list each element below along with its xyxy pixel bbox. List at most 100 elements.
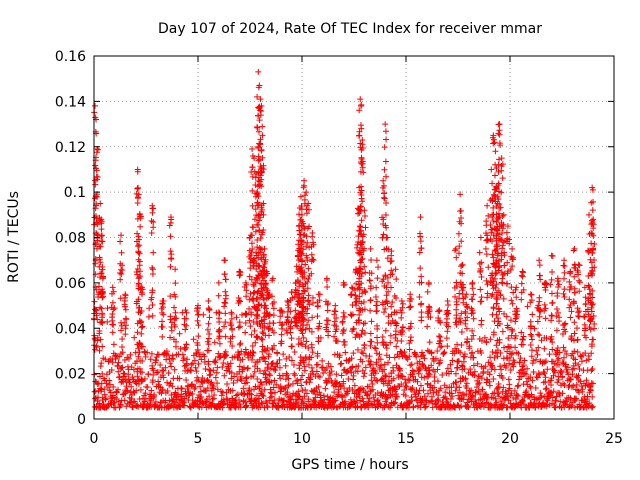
data-point [327,363,334,370]
data-point [444,343,451,350]
data-point [533,374,540,381]
data-point [495,214,502,221]
data-point [548,312,555,319]
data-point [93,215,100,222]
data-point [444,298,451,305]
data-point [165,370,172,377]
data-point [506,360,513,367]
data-point [115,359,122,366]
data-point [490,132,497,139]
data-point [358,280,365,287]
data-point [236,363,243,370]
data-point [405,376,412,383]
data-point [426,307,433,314]
data-point [584,247,591,254]
data-point [202,398,209,405]
data-point [207,380,214,387]
data-point [458,215,465,222]
data-point [242,310,249,317]
data-point [118,270,125,277]
data-point [476,379,483,386]
data-point [255,112,262,119]
data-point [407,334,414,341]
data-point [513,305,520,312]
data-point [142,353,149,360]
data-point [333,314,340,321]
data-point [375,264,382,271]
data-point [588,308,595,315]
data-point [237,340,244,347]
data-point [548,252,555,259]
data-point [135,236,142,243]
data-point [301,192,308,199]
data-point [215,292,222,299]
data-point [534,318,541,325]
data-point [521,401,528,408]
data-point [491,139,498,146]
data-point [236,297,243,304]
data-point [292,307,299,314]
y-tick-label: 0.08 [55,231,86,247]
data-point [252,339,259,346]
data-point [235,352,242,359]
data-point [297,231,304,238]
data-point [135,191,142,198]
data-point [287,325,294,332]
data-point [503,280,510,287]
data-point [590,336,597,343]
data-point [497,349,504,356]
data-point [263,268,270,275]
data-point [478,337,485,344]
data-point [536,313,543,320]
data-point [589,250,596,257]
data-point [99,263,106,270]
data-point [359,255,366,262]
data-point [167,293,174,300]
data-point [361,370,368,377]
data-point [339,318,346,325]
data-point [359,307,366,314]
data-point [361,306,368,313]
data-point [258,399,265,406]
data-point [510,394,517,401]
data-point [417,238,424,245]
data-point [342,398,349,405]
data-point [178,385,185,392]
data-point [126,379,133,386]
data-point [276,364,283,371]
data-point [563,350,570,357]
data-point [406,297,413,304]
data-point [249,146,256,153]
data-point [306,301,313,308]
data-point [477,265,484,272]
data-point [489,180,496,187]
data-point [183,309,190,316]
data-point [495,161,502,168]
data-point [294,377,301,384]
data-point [548,381,555,388]
data-point [548,333,555,340]
data-point [490,140,497,147]
data-point [300,334,307,341]
data-point [536,294,543,301]
data-point [368,256,375,263]
data-point [173,315,180,322]
data-point [309,229,316,236]
data-point [291,370,298,377]
data-point [292,286,299,293]
data-point [431,384,438,391]
data-point [172,266,179,273]
data-point [486,382,493,389]
data-point [229,387,236,394]
data-point [399,324,406,331]
data-point [254,199,261,206]
data-point [167,334,174,341]
data-point [94,176,101,183]
data-point [483,251,490,258]
data-point [518,329,525,336]
data-point [513,284,520,291]
data-point [97,259,104,266]
data-point [259,123,266,130]
data-point [109,310,116,317]
data-point [260,393,267,400]
